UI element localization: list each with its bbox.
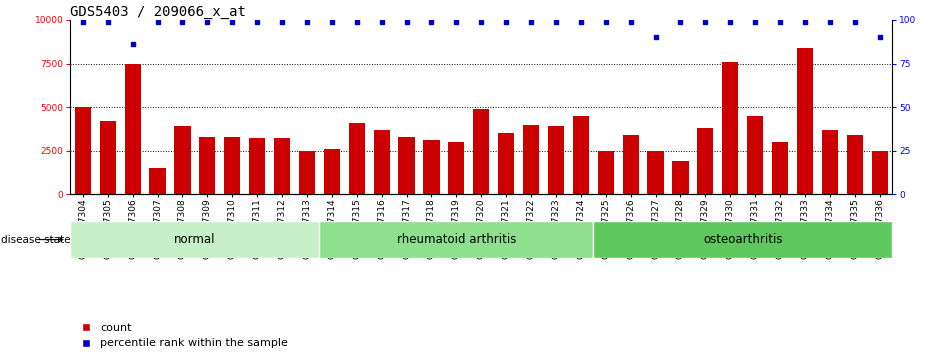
Bar — [698, 128, 714, 194]
Bar — [573, 116, 589, 194]
Text: GDS5403 / 209066_x_at: GDS5403 / 209066_x_at — [70, 5, 246, 19]
Bar — [324, 149, 340, 194]
Bar — [149, 168, 165, 194]
Bar — [623, 135, 639, 194]
Bar — [319, 221, 593, 258]
Bar — [224, 137, 240, 194]
Bar — [348, 123, 365, 194]
Bar — [772, 142, 788, 194]
Bar — [398, 137, 415, 194]
Bar — [547, 126, 564, 194]
Bar — [199, 137, 215, 194]
Bar — [822, 130, 838, 194]
Bar — [374, 130, 390, 194]
Bar — [125, 64, 141, 194]
Bar — [672, 161, 688, 194]
Text: rheumatoid arthritis: rheumatoid arthritis — [396, 233, 516, 246]
Text: osteoarthritis: osteoarthritis — [703, 233, 782, 246]
Bar — [847, 135, 863, 194]
Bar — [423, 140, 439, 194]
Bar — [523, 125, 539, 194]
Bar — [647, 151, 664, 194]
Text: disease state: disease state — [2, 234, 71, 245]
Bar — [597, 151, 614, 194]
Bar — [448, 142, 465, 194]
Bar — [100, 121, 115, 194]
Bar — [593, 221, 892, 258]
Bar — [722, 62, 738, 194]
Text: normal: normal — [174, 233, 216, 246]
Bar — [274, 138, 290, 194]
Bar — [797, 48, 813, 194]
Bar — [871, 151, 887, 194]
Bar — [473, 109, 489, 194]
Bar — [70, 221, 319, 258]
Bar — [75, 107, 91, 194]
Bar — [175, 126, 191, 194]
Bar — [299, 151, 316, 194]
Legend: count, percentile rank within the sample: count, percentile rank within the sample — [76, 318, 293, 353]
Bar — [498, 133, 515, 194]
Bar — [747, 116, 763, 194]
Bar — [249, 138, 265, 194]
